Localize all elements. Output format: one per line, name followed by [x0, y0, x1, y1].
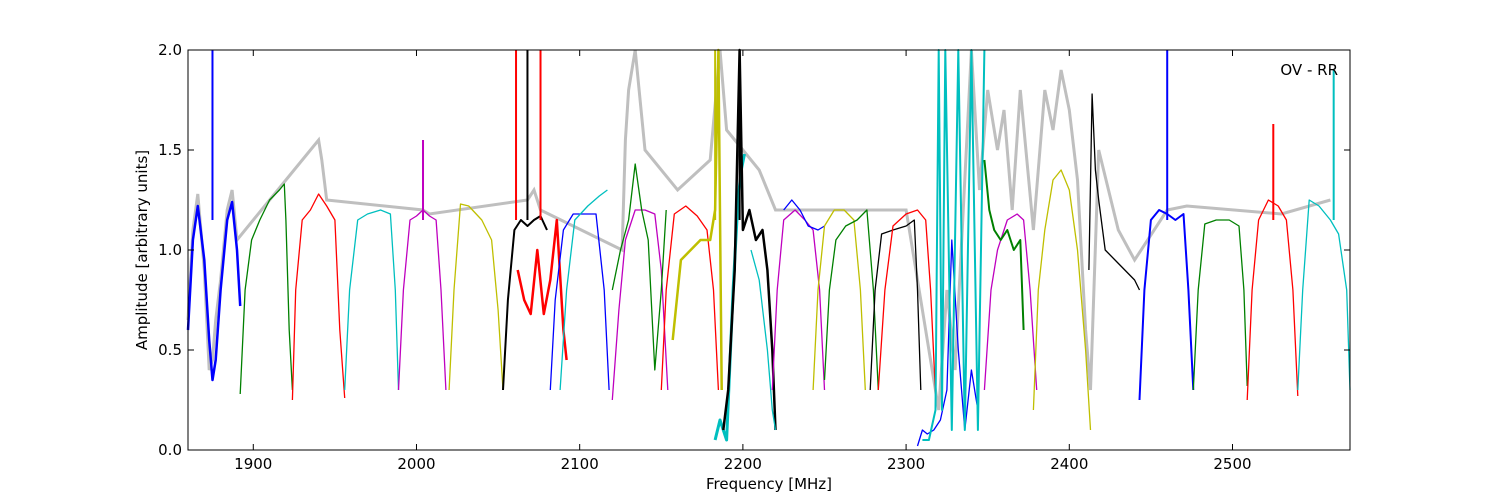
y-tick-label: 0.5: [158, 341, 182, 359]
series-line-20: [812, 209, 866, 391]
series-line-32: [1246, 199, 1299, 401]
series-line-26: [983, 213, 1038, 391]
y-tick-label: 2.0: [158, 41, 182, 59]
series-line-7: [502, 215, 548, 391]
x-tick-label: 2000: [397, 455, 435, 473]
series-line-22: [869, 219, 922, 391]
series-line-6: [448, 203, 504, 391]
x-tick-label: 2200: [724, 455, 762, 473]
series-line-12: [611, 163, 667, 371]
series-line-23: [877, 209, 937, 395]
series-layer: [186, 48, 1351, 447]
y-axis-label: Amplitude [arbitrary units]: [133, 150, 151, 350]
y-tick-label: 1.0: [158, 241, 182, 259]
series-line-33: [1297, 199, 1351, 391]
polarization-annotation: OV - RR: [1280, 61, 1338, 79]
series-line-13: [660, 205, 720, 391]
series-line-19: [783, 199, 825, 231]
series-line-8: [516, 218, 568, 361]
series-line-1: [186, 200, 242, 382]
y-tick-label: 1.5: [158, 141, 182, 159]
x-axis-ticks: 1900 2000 2100 2200 2300 2400 2500: [234, 50, 1252, 473]
series-line-25: [922, 49, 986, 441]
series-line-17: [750, 249, 777, 431]
series-line-4: [344, 209, 400, 391]
series-line-10: [559, 189, 608, 391]
series-line-3: [291, 193, 346, 401]
background-trace-layer: [186, 49, 1331, 411]
y-tick-label: 0.0: [158, 441, 182, 459]
x-tick-label: 2400: [1050, 455, 1088, 473]
x-tick-label: 1900: [234, 455, 272, 473]
series-line-9: [549, 213, 610, 391]
series-line-5: [397, 209, 447, 391]
series-line-31: [1192, 219, 1248, 391]
plot-frame: [187, 49, 1351, 451]
series-line-2: [239, 183, 294, 395]
x-axis-label: Frequency [MHz]: [706, 475, 832, 493]
series-line-28: [1032, 169, 1092, 431]
x-tick-label: 2100: [561, 455, 599, 473]
series-line-11: [611, 209, 669, 401]
x-tick-label: 2500: [1213, 455, 1251, 473]
series-line-27: [983, 159, 1025, 331]
background-trace: [186, 49, 1331, 411]
series-line-16: [722, 48, 777, 431]
series-line-24: [916, 239, 979, 447]
x-tick-label: 2300: [887, 455, 925, 473]
series-line-14: [671, 48, 723, 391]
y-axis-ticks: 0.0 0.5 1.0 1.5 2.0: [158, 41, 1350, 459]
series-line-18: [771, 209, 826, 391]
series-line-21: [823, 209, 879, 391]
series-line-29: [1088, 93, 1141, 291]
spike-layer: [211, 50, 1335, 220]
